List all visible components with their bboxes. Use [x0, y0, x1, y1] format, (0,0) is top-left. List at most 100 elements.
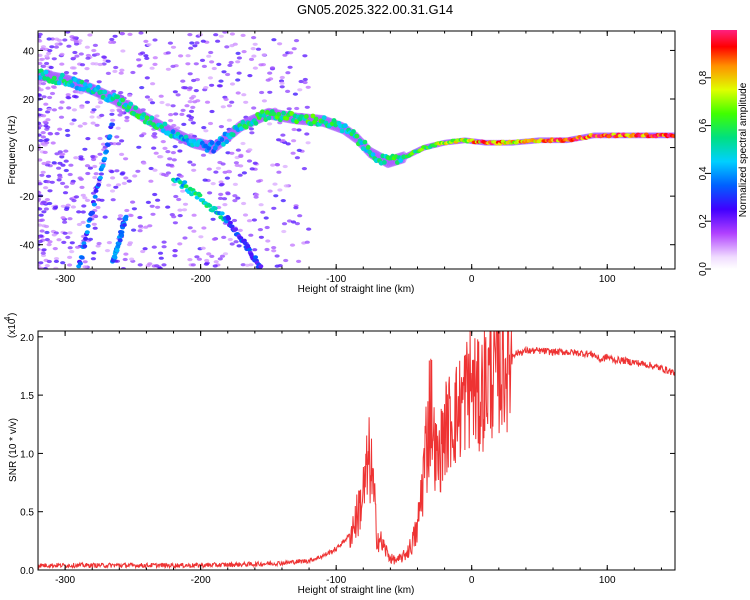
noise-blob	[291, 127, 297, 132]
noise-blob	[109, 112, 115, 116]
noise-blob	[168, 119, 174, 123]
noise-blob	[251, 218, 257, 222]
noise-blob	[49, 91, 56, 96]
noise-blob	[187, 226, 193, 230]
colorbar-tick-label: 0.8	[698, 70, 709, 84]
noise-blob	[172, 145, 178, 149]
noise-blob	[136, 64, 142, 68]
ridge-core	[260, 109, 265, 115]
noise-blob	[207, 191, 213, 195]
noise-blob	[217, 84, 223, 88]
noise-blob	[293, 206, 299, 210]
x-tick-label: -200	[191, 274, 211, 285]
ridge-core	[362, 139, 368, 145]
ridge-core	[294, 119, 299, 125]
noise-blob	[154, 114, 160, 118]
noise-blob	[265, 78, 271, 82]
noise-blob	[95, 244, 101, 248]
noise-blob	[236, 244, 242, 248]
secondary-track-blob	[100, 163, 106, 168]
noise-blob	[92, 43, 98, 48]
noise-blob	[154, 264, 160, 268]
noise-blob	[38, 247, 41, 251]
noise-blob	[251, 54, 257, 58]
y-tick-label: -20	[20, 192, 35, 203]
ridge-core	[266, 115, 272, 121]
noise-blob	[149, 204, 155, 208]
noise-blob	[248, 127, 254, 131]
noise-blob	[97, 62, 103, 67]
noise-blob	[188, 109, 195, 113]
noise-blob	[127, 32, 133, 37]
secondary-track-blob	[219, 211, 225, 216]
noise-blob	[57, 150, 63, 154]
noise-blob	[58, 106, 64, 110]
noise-blob	[65, 203, 71, 207]
noise-blob	[140, 249, 146, 254]
ridge-core	[339, 128, 345, 134]
noise-blob	[117, 217, 123, 221]
noise-blob	[38, 147, 41, 151]
noise-blob	[99, 198, 105, 202]
noise-blob	[84, 164, 91, 168]
noise-blob	[283, 258, 289, 263]
noise-blob	[178, 54, 184, 58]
snr-x-ticks: -300 -200 -100 0 100	[37, 331, 662, 586]
noise-blob	[160, 140, 166, 144]
noise-blob	[203, 86, 209, 90]
noise-blob	[161, 240, 167, 244]
noise-blob	[50, 85, 57, 89]
noise-blob	[47, 95, 53, 100]
noise-blob	[185, 62, 191, 66]
noise-blob	[219, 254, 226, 258]
noise-blob	[201, 226, 207, 230]
noise-blob	[210, 182, 216, 186]
noise-blob	[119, 139, 125, 143]
secondary-track-blob	[123, 214, 129, 219]
noise-blob	[203, 129, 209, 133]
noise-blob	[249, 131, 255, 135]
ridge-core	[289, 111, 295, 116]
snr-multiplier-base: (x10	[7, 318, 18, 338]
noise-blob	[42, 150, 48, 154]
ridge-core	[238, 126, 244, 131]
noise-blob	[43, 224, 50, 229]
ridge-core	[102, 89, 108, 95]
noise-blob	[60, 152, 66, 156]
noise-blob	[173, 112, 179, 116]
noise-blob	[172, 221, 178, 225]
noise-blob	[273, 194, 279, 198]
noise-blob	[209, 254, 215, 258]
noise-blob	[62, 191, 69, 195]
noise-blob	[39, 47, 46, 51]
noise-blob	[155, 198, 161, 202]
noise-blob	[95, 205, 101, 210]
noise-blob	[149, 66, 155, 70]
noise-blob	[241, 50, 247, 54]
noise-blob	[234, 163, 240, 167]
noise-blob	[80, 210, 86, 214]
noise-blob	[260, 210, 266, 214]
noise-blob	[237, 173, 243, 177]
noise-blob	[187, 33, 193, 37]
noise-blob	[38, 61, 43, 66]
noise-blob	[222, 252, 229, 256]
noise-blob	[53, 45, 60, 49]
noise-blob	[190, 121, 196, 125]
noise-blob	[193, 89, 199, 93]
noise-blob	[210, 217, 216, 221]
noise-blob	[73, 195, 80, 199]
noise-blob	[115, 126, 121, 130]
noise-blob	[180, 79, 186, 83]
noise-blob	[191, 213, 197, 217]
noise-blob	[229, 32, 235, 36]
noise-blob	[58, 115, 65, 119]
ridge-core	[159, 124, 165, 130]
noise-blob	[241, 93, 247, 97]
colorbar: 0.0 0.2 0.4 0.6 0.8 Normalized spectral ampl…	[698, 30, 749, 276]
noise-blob	[264, 247, 270, 252]
noise-blob	[177, 214, 183, 218]
noise-blob	[127, 93, 133, 98]
noise-blob	[85, 171, 91, 176]
